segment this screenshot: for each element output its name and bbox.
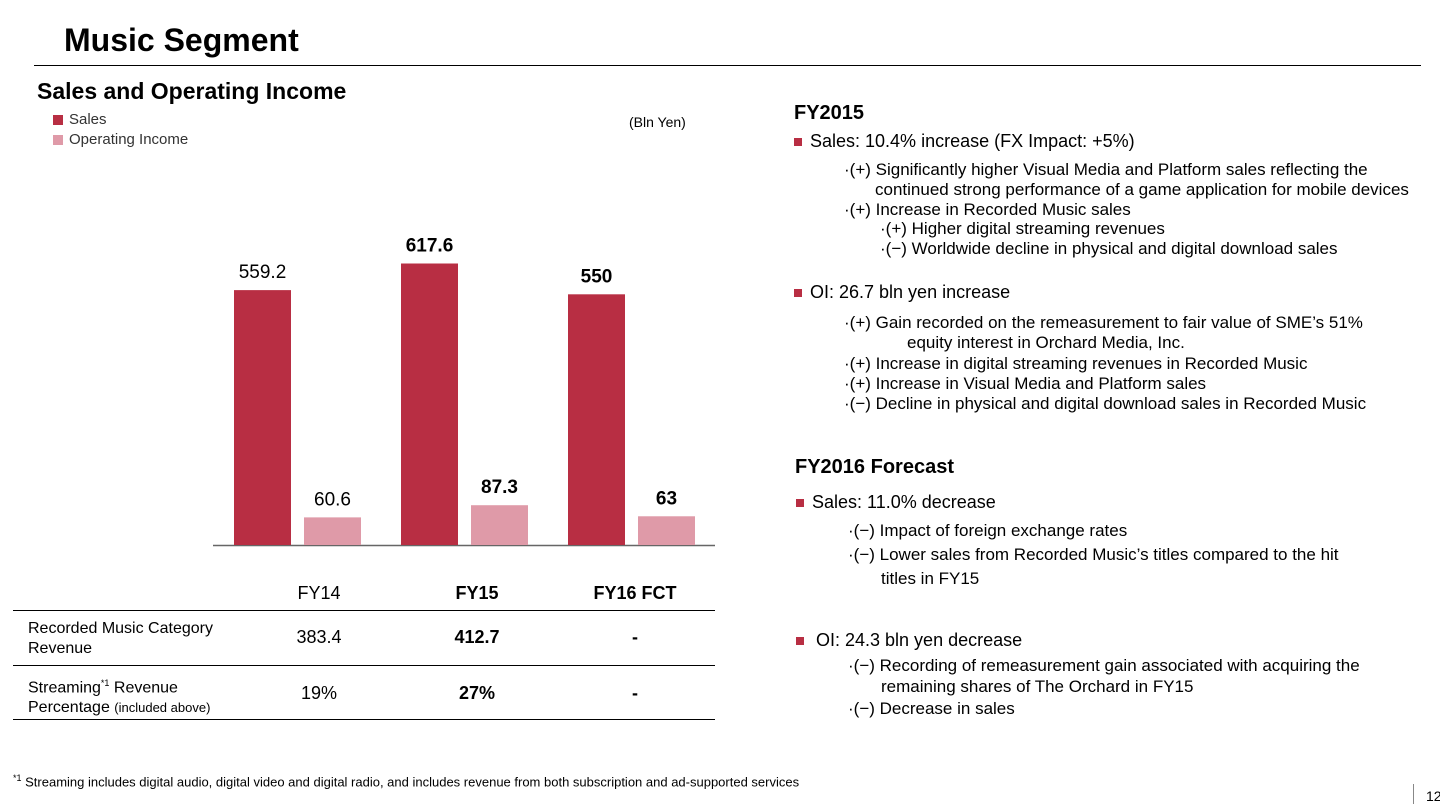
- bar-sales-fy16-fct: [568, 294, 625, 545]
- bar-operating-income-fy14: [304, 517, 361, 545]
- footnote-text: Streaming includes digital audio, digita…: [21, 774, 800, 790]
- fy2015-sales-point: continued strong performance of a game a…: [875, 180, 1409, 199]
- row-label-line1: Streaming*1 Revenue: [28, 673, 210, 698]
- page-title: Music Segment: [64, 22, 299, 58]
- unit-label: (Bln Yen): [629, 114, 686, 130]
- page-number: 12: [1426, 788, 1440, 804]
- included-note: (included above): [114, 700, 211, 716]
- fy2015-sales-point: ·(+) Increase in Recorded Music sales: [844, 200, 1131, 219]
- row-label-line1: Recorded Music Category: [28, 620, 213, 637]
- fy2016-oi-point: ·(−) Decrease in sales: [848, 699, 1015, 718]
- bullet-square-icon: [796, 636, 804, 645]
- fy2015-title: FY2015: [794, 102, 865, 124]
- bullet-text: OI: 26.7 bln yen increase: [810, 282, 1011, 302]
- bullet-text: Sales: 11.0% decrease: [812, 492, 996, 512]
- bullet-square-icon: [794, 137, 802, 146]
- table-cell: 412.7: [454, 627, 500, 647]
- bar-operating-income-fy16-fct: [638, 516, 695, 545]
- fy2015-oi-point: ·(−) Decline in physical and digital dow…: [844, 394, 1367, 413]
- fy2015-sales-point: ·(+) Significantly higher Visual Media a…: [844, 160, 1368, 179]
- chart-title: Sales and Operating Income: [37, 78, 347, 104]
- data-label: 559.2: [239, 262, 287, 283]
- data-label: 63: [656, 488, 677, 509]
- table-header-fy15: FY15: [455, 583, 499, 603]
- table-rule-bottom: [13, 719, 715, 720]
- streaming-word: Streaming: [28, 679, 101, 697]
- fy2016-sales-point: titles in FY15: [881, 569, 980, 588]
- fy2015-sales-point: ·(+) Higher digital streaming revenues: [880, 219, 1165, 238]
- fy2015-oi-point: ·(+) Increase in digital streaming reven…: [844, 354, 1308, 373]
- legend-label-sales: Sales: [69, 111, 107, 128]
- legend-item-operating-income: Operating Income: [53, 131, 188, 148]
- footnote-mark: *1: [13, 773, 22, 783]
- fy2015-oi-point: ·(+) Increase in Visual Media and Platfo…: [844, 374, 1207, 393]
- bar-sales-fy15: [401, 263, 458, 545]
- footnote: *1 Streaming includes digital audio, dig…: [13, 773, 799, 789]
- fy2016-sales-bullet: Sales: 11.0% decrease: [796, 492, 996, 513]
- data-label: 87.3: [481, 477, 518, 498]
- data-label: 60.6: [314, 489, 351, 510]
- bullet-square-icon: [794, 288, 802, 297]
- fy2016-oi-point: ·(−) Recording of remeasurement gain ass…: [848, 656, 1360, 675]
- legend-label-operating-income: Operating Income: [69, 131, 189, 148]
- bullet-text: OI: 24.3 bln yen decrease: [816, 630, 1023, 650]
- legend-item-sales: Sales: [53, 111, 107, 128]
- table-cell: -: [632, 627, 638, 647]
- fy2015-sales-bullet: Sales: 10.4% increase (FX Impact: +5%): [794, 131, 1135, 152]
- fy2015-oi-point: ·(+) Gain recorded on the remeasurement …: [844, 313, 1363, 332]
- table-cell: 383.4: [296, 627, 342, 647]
- table-header-fy14: FY14: [297, 583, 341, 603]
- fy2016-sales-point: ·(−) Impact of foreign exchange rates: [848, 521, 1128, 540]
- data-label: 550: [581, 266, 613, 287]
- bar-operating-income-fy15: [471, 505, 528, 545]
- bar-sales-fy14: [234, 290, 291, 545]
- fy2015-oi-bullet: OI: 26.7 bln yen increase: [794, 282, 1010, 303]
- fy2015-oi-point: equity interest in Orchard Media, Inc.: [907, 333, 1185, 352]
- fy2016-sales-point: ·(−) Lower sales from Recorded Music’s t…: [848, 545, 1339, 564]
- footnote-marker: *1: [100, 678, 110, 688]
- table-rule-top: [13, 610, 715, 611]
- legend-swatch-sales: [53, 114, 63, 125]
- bullet-text: Sales: 10.4% increase (FX Impact: +5%): [810, 131, 1135, 151]
- table-header-fy16: FY16 FCT: [593, 583, 677, 603]
- legend-swatch-operating-income: [53, 134, 63, 145]
- table-cell: -: [632, 683, 638, 703]
- row-label-line2: Revenue: [28, 640, 93, 657]
- table-row-label-streaming: Streaming*1 Revenue Percentage (included…: [28, 673, 210, 718]
- fy2016-oi-bullet: OI: 24.3 bln yen decrease: [796, 630, 1022, 651]
- fy2015-sales-point: ·(−) Worldwide decline in physical and d…: [880, 239, 1338, 258]
- fy2016-oi-point: remaining shares of The Orchard in FY15: [881, 677, 1194, 696]
- fy2016-title: FY2016 Forecast: [795, 456, 954, 478]
- table-row-label-recorded-music: Recorded Music Category Revenue: [28, 619, 213, 659]
- table-rule-middle: [13, 665, 715, 666]
- percentage-word: Percentage: [28, 699, 115, 717]
- data-label: 617.6: [406, 235, 454, 256]
- table-cell: 19%: [300, 683, 338, 703]
- bullet-square-icon: [796, 498, 804, 507]
- row-label-line2: Percentage (included above): [28, 698, 210, 718]
- revenue-word: Revenue: [109, 679, 178, 697]
- table-cell: 27%: [458, 683, 496, 703]
- page-number-divider: [1413, 784, 1414, 804]
- title-divider: [34, 65, 1421, 66]
